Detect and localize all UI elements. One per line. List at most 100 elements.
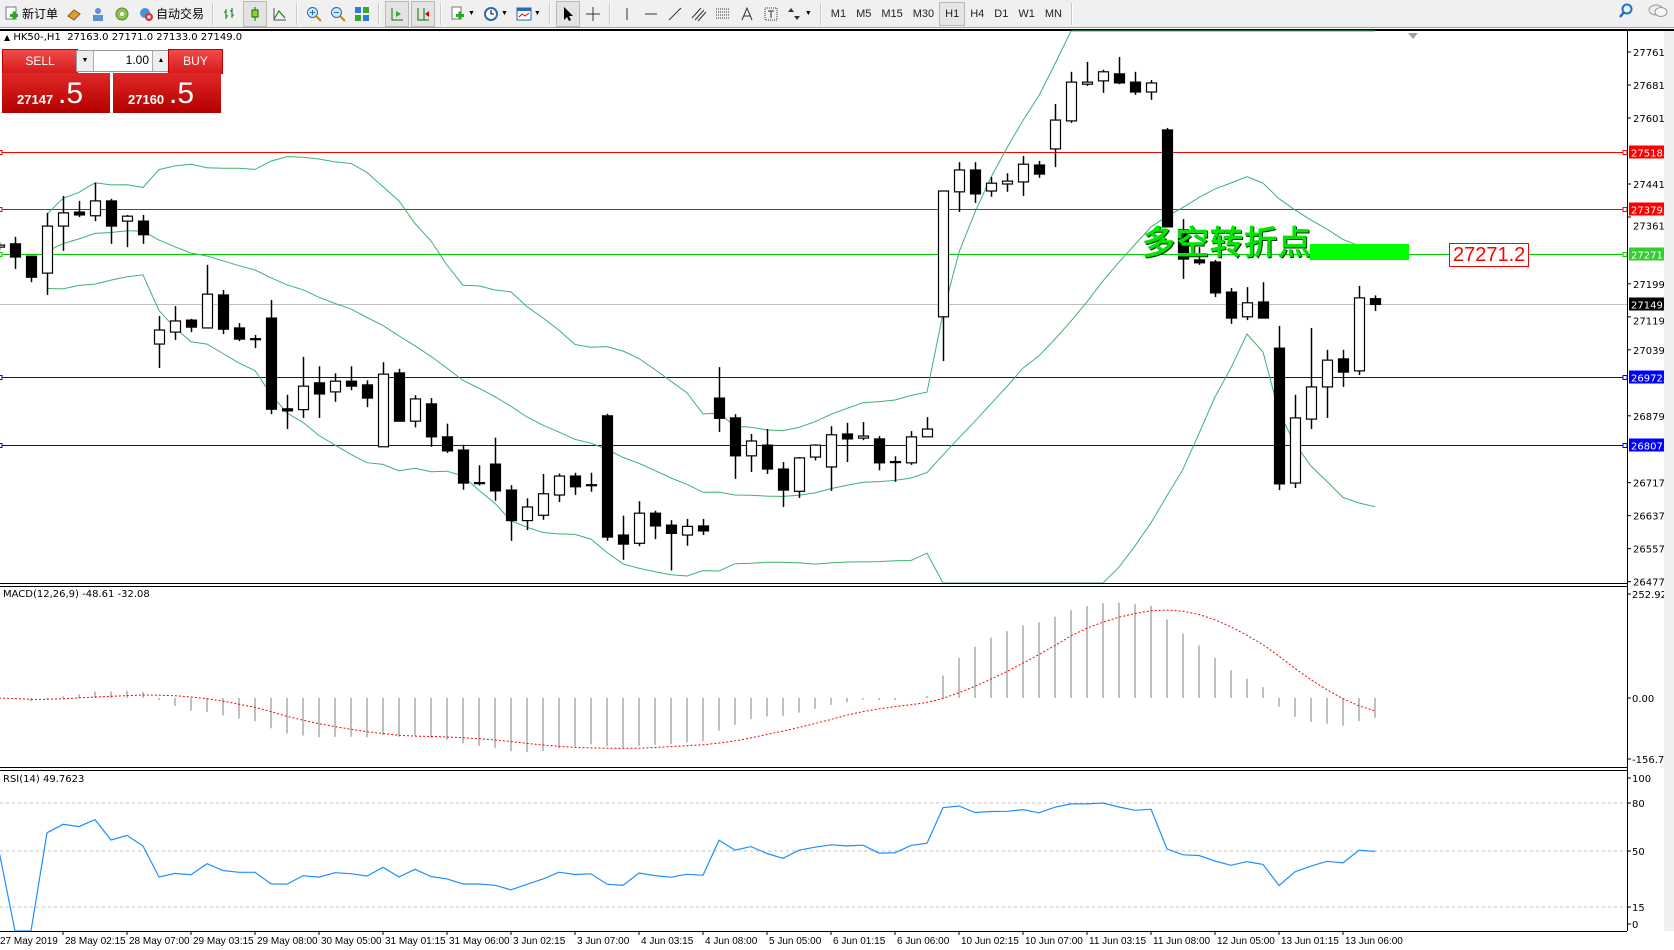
pivot-rectangle[interactable] — [1310, 244, 1409, 260]
tile-windows-icon — [355, 6, 370, 21]
bearish-candle-body — [393, 372, 406, 422]
cursor-tool[interactable] — [555, 0, 580, 27]
candlestick-button[interactable] — [243, 0, 268, 27]
lot-decrease-button[interactable]: ▼ — [77, 51, 94, 71]
chart-shift-icon — [417, 7, 430, 20]
price-tick-label: 27119.0 — [1633, 317, 1674, 328]
bearish-candle-body — [249, 338, 262, 341]
chart-shift-button[interactable] — [411, 0, 436, 27]
fibonacci-tool[interactable] — [712, 2, 734, 26]
bearish-candle-body — [761, 444, 774, 470]
time-tick-label: 10 Jun 07:00 — [1025, 936, 1083, 947]
bearish-candle-body — [969, 169, 982, 195]
cursor-arrow-icon — [563, 6, 573, 21]
bearish-candle-body — [665, 524, 678, 534]
turning-point-annotation[interactable]: 多空转折点 — [1142, 223, 1312, 262]
period-m5[interactable]: M5 — [856, 7, 872, 20]
bullish-candle-body — [953, 169, 966, 193]
bullish-candle-body — [329, 380, 342, 393]
navigator-button[interactable] — [87, 2, 109, 26]
search-icon[interactable] — [1618, 3, 1634, 19]
level-anchor-handle — [0, 207, 3, 212]
bar-chart-button[interactable] — [219, 2, 241, 26]
bearish-candle-body — [1113, 73, 1126, 84]
sell-price-button[interactable]: 27147 .5 — [2, 73, 110, 113]
signals-button[interactable] — [111, 2, 133, 26]
period-m1[interactable]: M1 — [830, 7, 847, 20]
sell-button[interactable]: SELL — [2, 49, 78, 74]
market-watch-button[interactable] — [63, 2, 85, 26]
auto-scroll-button[interactable] — [385, 0, 410, 27]
macd-tick-label: 0.00 — [1632, 694, 1654, 705]
time-tick-label: 11 Jun 03:15 — [1089, 936, 1147, 947]
time-tick-label: 12 Jun 05:00 — [1217, 936, 1275, 947]
period-m30[interactable]: M30 — [912, 7, 935, 20]
time-axis: 27 May 2019 28 May 02:15 28 May 07:00 29 Ma… — [0, 931, 1403, 947]
bullish-candle-body — [1353, 297, 1366, 372]
auto-trading-button[interactable]: 自动交易 — [135, 2, 207, 26]
chat-icon[interactable] — [1648, 3, 1668, 19]
level-anchor-handle — [0, 443, 3, 448]
add-indicator-icon — [451, 6, 465, 19]
bearish-candle-body — [185, 319, 198, 328]
gold-bars-icon — [67, 8, 81, 21]
rsi-tick-label: 0 — [1632, 920, 1638, 931]
level-price-label: 27271.2 — [1631, 251, 1672, 262]
lot-size-input[interactable]: 1.00 — [125, 53, 149, 67]
tile-windows-button[interactable] — [351, 2, 373, 26]
price-tick-label: 27361.0 — [1633, 222, 1674, 233]
bullish-candle-body — [1049, 119, 1062, 150]
period-w1[interactable]: W1 — [1018, 7, 1035, 20]
bearish-candle-body — [585, 484, 598, 487]
fibonacci-icon — [715, 8, 729, 18]
time-tick-label: 11 Jun 08:00 — [1153, 936, 1211, 947]
text-tool[interactable] — [736, 2, 758, 26]
chart-shift-marker-icon — [1408, 33, 1418, 39]
buy-price-button[interactable]: 27160 .5 — [113, 73, 221, 113]
lot-size-stepper[interactable]: ▼ 1.00 ▲ — [76, 50, 170, 72]
bullish-candle-body — [377, 373, 390, 448]
bearish-candle-body — [473, 482, 486, 485]
period-d1[interactable]: D1 — [994, 7, 1009, 20]
bearish-candle-body — [25, 255, 38, 278]
symbol-timeframe: HK50-,H1 — [13, 32, 61, 43]
buy-button[interactable]: BUY — [168, 49, 223, 74]
time-tick-label: 13 Jun 06:00 — [1345, 936, 1403, 947]
bar-chart-icon — [224, 7, 235, 19]
horizontal-line-tool[interactable] — [640, 2, 662, 26]
new-order-icon — [5, 6, 18, 19]
zoom-in-button[interactable] — [303, 2, 325, 26]
crosshair-tool[interactable] — [582, 2, 604, 26]
equidistant-channel-tool[interactable] — [688, 2, 710, 26]
trendline-tool[interactable] — [664, 2, 686, 26]
lot-increase-button[interactable]: ▲ — [152, 51, 169, 71]
period-h1[interactable]: H1 — [939, 1, 966, 26]
bearish-candle-body — [873, 438, 886, 464]
new-order-button[interactable]: 新订单 — [1, 2, 61, 26]
period-mn[interactable]: MN — [1044, 7, 1062, 20]
line-chart-button[interactable] — [269, 2, 291, 26]
text-label-tool[interactable] — [760, 2, 782, 26]
bearish-candle-body — [441, 436, 454, 452]
periods-button[interactable]: ▼ — [480, 2, 511, 26]
period-h4[interactable]: H4 — [970, 7, 985, 20]
pivot-price-label[interactable]: 27271.2 — [1449, 243, 1530, 267]
bullish-candle-body — [1097, 71, 1110, 82]
time-tick-label: 5 Jun 05:00 — [769, 936, 822, 947]
period-m15[interactable]: M15 — [881, 7, 903, 20]
zoom-out-button[interactable] — [327, 2, 349, 26]
bullish-candle-body — [153, 329, 166, 345]
bearish-candle-body — [9, 243, 22, 258]
time-tick-label: 29 May 03:15 — [193, 936, 254, 947]
indicators-button[interactable]: ▼ — [447, 2, 478, 26]
vertical-line-tool[interactable] — [616, 2, 638, 26]
level-anchor-handle — [1622, 375, 1628, 380]
price-tick-label: 26879.0 — [1633, 412, 1674, 423]
zoom-in-icon — [307, 6, 322, 22]
bearish-candle-body — [1129, 81, 1142, 93]
arrows-tool[interactable]: ▼ — [784, 2, 815, 26]
time-tick-label: 29 May 08:00 — [257, 936, 318, 947]
buy-price-fraction: .5 — [169, 77, 195, 110]
templates-button[interactable]: ▼ — [513, 2, 544, 26]
